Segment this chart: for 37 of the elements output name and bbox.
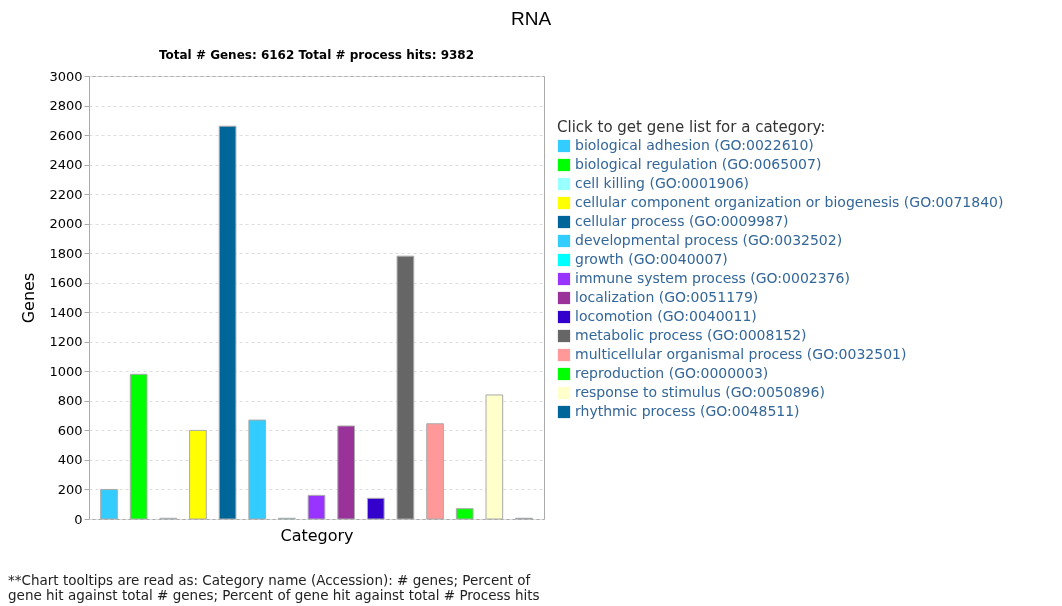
- legend-label: cellular component organization or biogenesis (GO:0071840): [575, 194, 1004, 210]
- x-axis-title: Category: [280, 525, 354, 545]
- y-tick-label: 1200: [49, 334, 83, 350]
- y-tick-label: 2000: [49, 216, 83, 232]
- y-tick-label: 1000: [49, 363, 83, 379]
- y-tick-label: 1800: [49, 245, 83, 261]
- legend-label: developmental process (GO:0032502): [575, 232, 843, 248]
- legend-label: metabolic process (GO:0008152): [575, 327, 807, 343]
- y-tick-label: 1400: [49, 304, 83, 320]
- y-tick-label: 200: [57, 481, 83, 497]
- legend-label: localization (GO:0051179): [575, 289, 759, 305]
- legend-title: Click to get gene list for a category:: [557, 118, 826, 136]
- y-tick-label: 2600: [49, 127, 83, 143]
- legend-label: locomotion (GO:0040011): [575, 308, 757, 324]
- y-tick-label: 2400: [49, 157, 83, 173]
- legend-label: biological adhesion (GO:0022610): [575, 137, 814, 153]
- legend-label: immune system process (GO:0002376): [575, 270, 850, 286]
- y-tick-label: 600: [57, 422, 83, 438]
- y-tick-label: 2800: [49, 98, 83, 114]
- legend-label: rhythmic process (GO:0048511): [575, 403, 800, 419]
- y-tick-label: 0: [74, 511, 83, 527]
- legend-label: cellular process (GO:0009987): [575, 213, 789, 229]
- legend-label: reproduction (GO:0000003): [575, 365, 769, 381]
- y-axis-title: Genes: [19, 272, 39, 324]
- y-tick-label: 800: [57, 393, 83, 409]
- y-tick-label: 3000: [49, 68, 83, 84]
- y-tick-label: 400: [57, 452, 83, 468]
- text: **Chart tooltips are read as: Category name (Accession): # genes; Percent of gene hit against total # genes; Percent of gene hit against total # Process hits: [8, 572, 541, 603]
- legend-label: growth (GO:0040007): [575, 251, 728, 267]
- legend-label: multicellular organismal process (GO:0032501): [575, 346, 907, 362]
- y-tick-label: 1600: [49, 275, 83, 291]
- y-tick-label: 2200: [49, 186, 83, 202]
- chart-subtitle: Total # Genes: 6162 Total # process hits: 9382: [158, 48, 475, 62]
- legend-label: response to stimulus (GO:0050896): [575, 384, 825, 400]
- chart-title: RNA: [509, 8, 553, 30]
- legend-label: biological regulation (GO:0065007): [575, 156, 822, 172]
- legend-label: cell killing (GO:0001906): [575, 175, 750, 191]
